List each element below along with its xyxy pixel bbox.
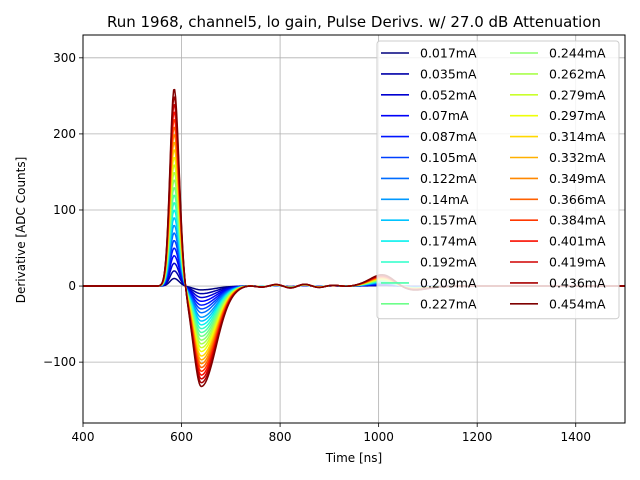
legend-entry-label: 0.436mA: [549, 275, 606, 290]
legend-entry-label: 0.419mA: [549, 255, 606, 270]
legend-entry-label: 0.349mA: [549, 171, 606, 186]
legend-box: [376, 40, 620, 320]
legend-entry-label: 0.14mA: [420, 192, 469, 207]
legend-entry-label: 0.122mA: [420, 171, 477, 186]
legend-entry-label: 0.262mA: [549, 66, 606, 81]
legend-entry-label: 0.314mA: [549, 129, 606, 144]
legend-entry-label: 0.297mA: [549, 108, 606, 123]
legend-entry-label: 0.244mA: [549, 46, 606, 61]
legend-entry-label: 0.174mA: [420, 234, 477, 249]
legend-entry-label: 0.401mA: [549, 234, 606, 249]
y-tick-label: 0: [68, 279, 76, 293]
legend-entry-label: 0.332mA: [549, 150, 606, 165]
y-tick-label: 300: [53, 51, 76, 65]
legend-entry-label: 0.017mA: [420, 46, 477, 61]
legend-entry-label: 0.209mA: [420, 275, 477, 290]
chart-title: Run 1968, channel5, lo gain, Pulse Deriv…: [107, 13, 601, 31]
x-axis-label: Time [ns]: [325, 451, 382, 465]
x-tick-label: 1400: [560, 430, 591, 444]
legend-entry-label: 0.07mA: [420, 108, 469, 123]
legend-entry-label: 0.087mA: [420, 129, 477, 144]
legend-entry-label: 0.052mA: [420, 87, 477, 102]
x-tick-label: 400: [72, 430, 95, 444]
axes-frame: [82, 34, 626, 424]
legend-entry-label: 0.227mA: [420, 296, 477, 311]
y-tick-label: 200: [53, 127, 76, 141]
x-tick-label: 1000: [363, 430, 394, 444]
legend-entry-label: 0.279mA: [549, 87, 606, 102]
legend-entry-label: 0.192mA: [420, 255, 477, 270]
legend-entry-label: 0.105mA: [420, 150, 477, 165]
x-tick-label: 1200: [462, 430, 493, 444]
legend-entry-label: 0.366mA: [549, 192, 606, 207]
legend-entry-label: 0.157mA: [420, 213, 477, 228]
x-tick-label: 800: [269, 430, 292, 444]
x-tick-label: 600: [170, 430, 193, 444]
y-tick-label: 100: [53, 203, 76, 217]
legend-entry-label: 0.035mA: [420, 66, 477, 81]
y-tick-label: −100: [43, 355, 76, 369]
legend-entry-label: 0.454mA: [549, 296, 606, 311]
legend-entry-label: 0.384mA: [549, 213, 606, 228]
y-axis-label: Derivative [ADC Counts]: [14, 157, 28, 304]
legend: 0.017mA 0.035mA 0.052mA 0.07mA 0.087mA 0.105m…: [376, 40, 620, 320]
